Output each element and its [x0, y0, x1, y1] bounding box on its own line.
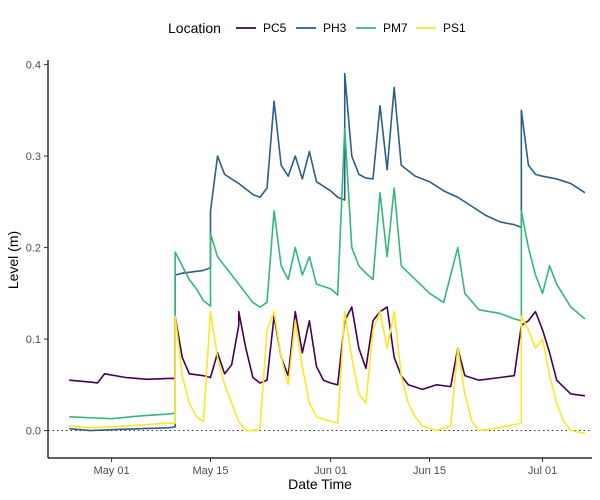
axes: 0.0 0.1 0.2 0.3 0.4 May 01 May 15 Jun 01 Jun 15…	[26, 60, 592, 477]
y-tick-label: 0.4	[26, 60, 41, 72]
y-tick-label: 0.3	[26, 151, 41, 163]
x-tick-label: Jun 15	[413, 465, 446, 477]
legend-label-pm7: PM7	[383, 21, 408, 35]
series-line-ps1	[69, 310, 586, 435]
y-tick-label: 0.0	[26, 426, 41, 438]
y-tick-label: 0.1	[26, 334, 41, 346]
series-line-pc5	[69, 306, 586, 397]
y-axis-title: Level (m)	[5, 231, 21, 289]
legend-label-pc5: PC5	[263, 21, 287, 35]
legend-label-ps1: PS1	[443, 21, 466, 35]
x-tick-label: May 15	[192, 465, 228, 477]
x-ticks: May 01 May 15 Jun 01 Jun 15 Jul 01	[94, 458, 557, 477]
legend-label-ph3: PH3	[323, 21, 347, 35]
series-lines	[69, 72, 586, 435]
legend: Location PC5 PH3 PM7 PS1	[168, 20, 466, 36]
plot-area	[48, 72, 592, 435]
y-ticks: 0.0 0.1 0.2 0.3 0.4	[26, 60, 48, 438]
x-tick-label: May 01	[94, 465, 130, 477]
x-axis-title: Date Time	[288, 476, 352, 492]
y-tick-label: 0.2	[26, 243, 41, 255]
legend-title: Location	[168, 20, 221, 36]
x-tick-label: Jun 01	[314, 465, 347, 477]
x-tick-label: Jul 01	[528, 465, 557, 477]
legend-items: PC5 PH3 PM7 PS1	[236, 21, 466, 35]
series-line-pm7	[69, 127, 586, 420]
